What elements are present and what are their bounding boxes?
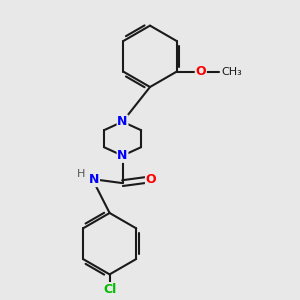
Text: H: H (77, 169, 86, 179)
Text: Cl: Cl (103, 283, 116, 296)
Text: N: N (89, 173, 99, 186)
Text: N: N (117, 149, 128, 162)
Text: O: O (146, 173, 156, 186)
Text: O: O (196, 65, 206, 78)
Text: N: N (117, 115, 128, 128)
Text: CH₃: CH₃ (222, 67, 243, 77)
